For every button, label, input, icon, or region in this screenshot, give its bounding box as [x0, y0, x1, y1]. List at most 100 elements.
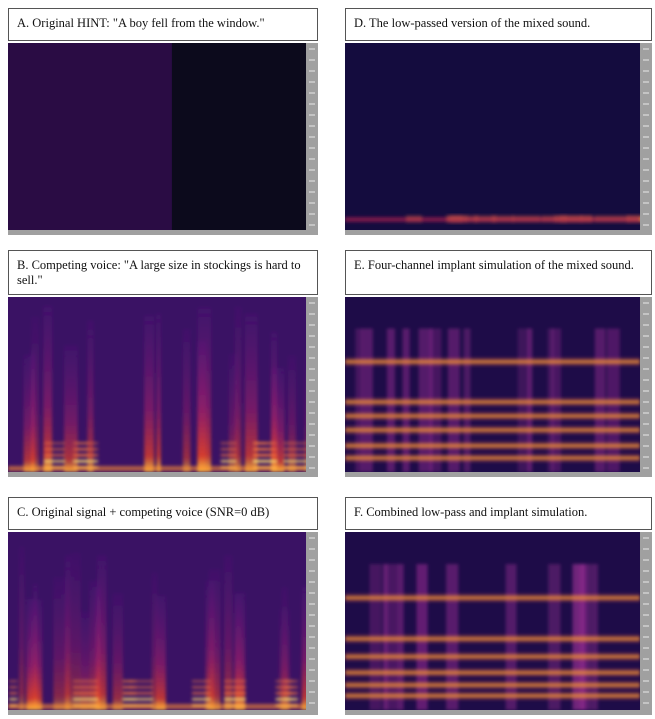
- band: [345, 397, 640, 407]
- spectrogram: [345, 43, 652, 235]
- caption: B. Competing voice: "A large size in sto…: [8, 250, 318, 295]
- harmonic: [73, 454, 88, 457]
- harmonic: [221, 448, 237, 451]
- harmonic: [284, 442, 309, 445]
- figure: A. Original HINT: "A boy fell from the w…: [0, 0, 655, 719]
- harmonic: [224, 698, 246, 701]
- time-axis: [345, 472, 640, 477]
- burst: [209, 569, 221, 710]
- panel: B. Competing voice: "A large size in sto…: [8, 250, 318, 477]
- harmonic: [44, 442, 64, 445]
- harmonic: [44, 454, 64, 457]
- harmonic: [9, 686, 17, 689]
- harmonic: [224, 686, 246, 689]
- burst: [279, 609, 290, 710]
- harmonic: [284, 454, 309, 457]
- band: [345, 668, 640, 678]
- harmonic: [9, 680, 17, 683]
- harmonic: [73, 448, 88, 451]
- harmonic: [255, 448, 273, 451]
- caption: E. Four-channel implant simulation of th…: [345, 250, 652, 295]
- caption: A. Original HINT: "A boy fell from the w…: [8, 8, 318, 41]
- harmonic: [276, 686, 298, 689]
- harmonic: [192, 692, 210, 695]
- harmonic: [192, 686, 210, 689]
- harmonic: [44, 448, 64, 451]
- harmonic: [73, 680, 98, 683]
- freq-axis: [306, 43, 318, 235]
- harmonic: [192, 680, 210, 683]
- burst: [152, 573, 158, 710]
- harmonic: [255, 442, 273, 445]
- harmonic: [284, 448, 309, 451]
- burst: [113, 593, 123, 710]
- burst: [156, 313, 160, 472]
- band: [345, 411, 640, 421]
- burst: [198, 307, 211, 472]
- time-axis: [8, 710, 306, 715]
- harmonic: [221, 442, 237, 445]
- burst: [64, 345, 78, 472]
- caption: D. The low-passed version of the mixed s…: [345, 8, 652, 41]
- freq-axis: [306, 297, 318, 477]
- burst: [33, 584, 37, 710]
- burst: [183, 329, 191, 472]
- panel: A. Original HINT: "A boy fell from the w…: [8, 8, 318, 235]
- harmonic: [192, 698, 210, 701]
- harmonic: [73, 686, 98, 689]
- low-band: [8, 466, 306, 471]
- panel: D. The low-passed version of the mixed s…: [345, 8, 652, 235]
- burst: [43, 306, 52, 472]
- burst: [19, 547, 24, 710]
- spectrogram: [8, 43, 318, 235]
- harmonic: [255, 460, 273, 463]
- burst: [156, 596, 166, 710]
- freq-axis: [640, 297, 652, 477]
- band: [345, 441, 640, 451]
- band: [345, 357, 640, 367]
- harmonic: [221, 460, 237, 463]
- band: [345, 680, 640, 690]
- harmonic: [221, 454, 237, 457]
- band: [345, 453, 640, 463]
- harmonic: [224, 692, 246, 695]
- spectrogram: [345, 297, 652, 477]
- low-band: [8, 704, 306, 709]
- harmonic: [73, 692, 98, 695]
- freq-axis: [640, 43, 652, 235]
- burst: [271, 332, 277, 472]
- band: [345, 634, 640, 644]
- band: [345, 652, 640, 662]
- burst: [24, 355, 36, 472]
- harmonic: [129, 692, 152, 695]
- burst: [89, 580, 99, 710]
- harmonic: [73, 698, 98, 701]
- background: [345, 43, 640, 230]
- caption: F. Combined low-pass and implant simulat…: [345, 497, 652, 530]
- harmonic: [129, 680, 152, 683]
- harmonic: [9, 698, 17, 701]
- caption: C. Original signal + competing voice (SN…: [8, 497, 318, 530]
- harmonic: [44, 460, 64, 463]
- harmonic: [73, 460, 88, 463]
- harmonic: [129, 686, 152, 689]
- freq-axis: [306, 532, 318, 715]
- low-band: [345, 217, 640, 222]
- time-axis: [8, 472, 306, 477]
- time-axis: [8, 230, 306, 235]
- burst: [53, 577, 66, 710]
- freq-axis: [640, 532, 652, 715]
- time-axis: [345, 230, 640, 235]
- panel: F. Combined low-pass and implant simulat…: [345, 497, 652, 715]
- harmonic: [276, 680, 298, 683]
- spectrogram: [8, 297, 318, 477]
- harmonic: [224, 680, 246, 683]
- harmonic: [284, 460, 309, 463]
- band: [345, 691, 640, 701]
- harmonic: [276, 698, 298, 701]
- burst: [144, 315, 154, 472]
- burst: [80, 612, 89, 710]
- spectrogram: [345, 532, 652, 715]
- panel: E. Four-channel implant simulation of th…: [345, 250, 652, 477]
- band: [345, 593, 640, 603]
